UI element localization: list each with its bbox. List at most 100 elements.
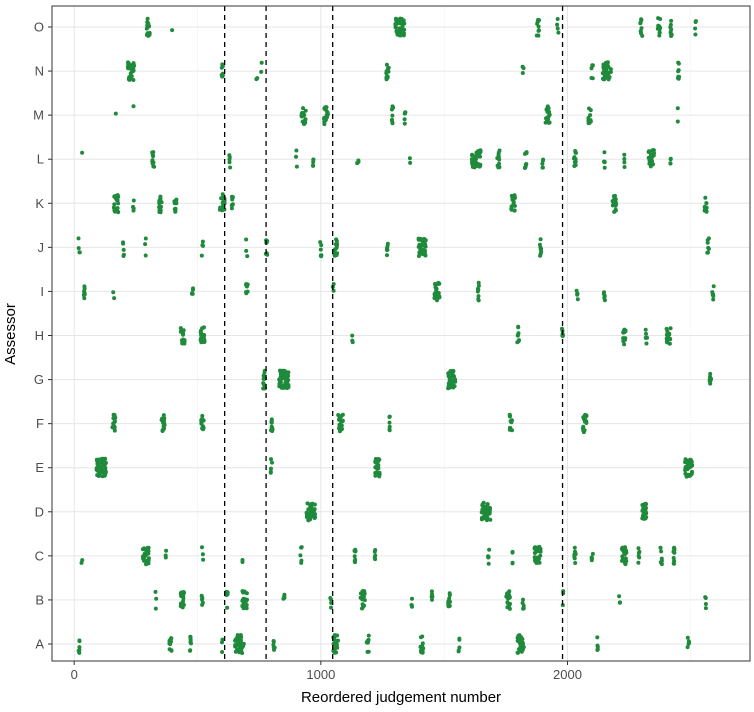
data-point <box>470 159 474 164</box>
data-point <box>372 549 377 554</box>
data-point <box>335 633 340 638</box>
data-point <box>390 121 395 126</box>
data-point <box>450 371 455 376</box>
data-point <box>143 253 148 258</box>
data-point <box>668 161 673 166</box>
data-point <box>555 17 560 21</box>
data-point <box>126 62 131 67</box>
data-point <box>607 74 612 79</box>
data-point <box>707 379 712 384</box>
data-point <box>269 428 273 433</box>
data-point <box>488 517 493 522</box>
data-point <box>637 549 642 554</box>
data-point <box>238 636 243 641</box>
data-point <box>447 591 452 596</box>
data-point <box>595 644 600 649</box>
data-point <box>154 596 159 601</box>
data-point <box>521 597 525 602</box>
data-point <box>417 254 421 258</box>
data-point <box>711 292 715 297</box>
data-point <box>470 152 475 157</box>
data-point <box>664 326 669 331</box>
data-point <box>478 163 483 168</box>
data-point <box>683 467 688 472</box>
data-point <box>642 516 647 521</box>
data-point <box>174 201 179 206</box>
data-point <box>390 104 395 109</box>
y-tick-label: I <box>40 284 44 299</box>
data-point <box>693 26 698 31</box>
data-point <box>220 640 224 645</box>
data-point <box>179 601 184 606</box>
data-point <box>573 561 578 565</box>
data-point <box>235 633 240 638</box>
data-point <box>537 544 542 549</box>
data-point <box>329 597 333 602</box>
data-point <box>299 545 304 550</box>
data-point <box>430 597 434 602</box>
data-point <box>189 291 194 296</box>
data-point <box>517 633 522 638</box>
data-point <box>385 241 390 246</box>
data-point <box>636 560 641 565</box>
data-point <box>309 504 314 509</box>
data-point <box>659 549 664 554</box>
data-point <box>622 552 627 556</box>
data-point <box>200 602 205 607</box>
data-point <box>586 116 591 120</box>
data-point <box>77 645 82 650</box>
data-point <box>356 158 361 163</box>
data-point <box>575 297 580 302</box>
data-point <box>446 604 451 609</box>
data-point <box>589 556 594 561</box>
data-point <box>497 148 502 153</box>
data-point <box>143 236 148 241</box>
data-point <box>110 425 115 430</box>
y-tick-label: N <box>35 64 44 79</box>
data-point <box>657 33 662 38</box>
data-point <box>100 470 105 475</box>
data-point <box>387 415 392 419</box>
data-point <box>487 508 492 513</box>
data-point <box>261 376 266 381</box>
data-point <box>200 413 205 418</box>
data-point <box>398 33 403 38</box>
data-point <box>153 589 158 594</box>
data-point <box>131 104 136 109</box>
data-point <box>668 156 673 161</box>
data-point <box>540 161 545 166</box>
data-point <box>174 197 179 202</box>
y-tick-label: L <box>37 152 44 167</box>
data-point <box>98 457 103 462</box>
data-point <box>228 165 233 170</box>
data-point <box>160 428 165 433</box>
data-point <box>278 380 283 385</box>
data-point <box>145 16 150 21</box>
data-point <box>409 603 414 608</box>
data-point <box>329 605 333 610</box>
data-point <box>545 116 550 121</box>
data-point <box>429 589 434 594</box>
data-point <box>481 504 486 509</box>
data-point <box>294 148 299 153</box>
data-point <box>286 378 291 383</box>
data-point <box>304 510 309 515</box>
data-point <box>639 26 644 31</box>
data-point <box>82 296 87 301</box>
data-point <box>259 69 264 74</box>
data-point <box>508 413 513 418</box>
data-point <box>656 16 661 21</box>
data-point <box>352 554 357 559</box>
data-point <box>475 164 480 168</box>
data-point <box>416 237 421 242</box>
data-point <box>337 426 341 431</box>
data-point <box>115 206 120 211</box>
data-point <box>620 548 625 552</box>
data-point <box>200 545 204 550</box>
data-point <box>350 338 355 343</box>
data-point <box>520 601 525 605</box>
data-point <box>77 639 82 644</box>
data-point <box>301 112 306 117</box>
data-point <box>333 639 338 644</box>
